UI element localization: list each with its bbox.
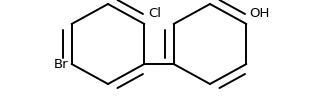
Text: Cl: Cl xyxy=(148,7,162,20)
Text: Br: Br xyxy=(54,58,69,70)
Text: OH: OH xyxy=(249,7,270,20)
